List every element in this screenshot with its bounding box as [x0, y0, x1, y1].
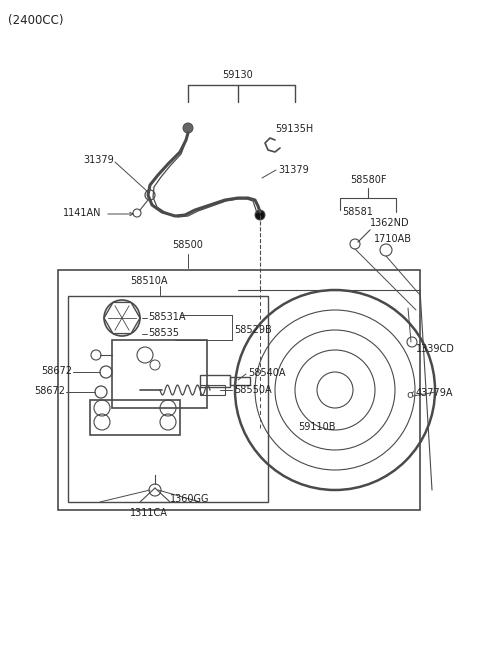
Bar [200, 375, 230, 387]
Text: 1311CA: 1311CA [130, 508, 168, 518]
Bar [112, 340, 207, 408]
Text: 31379: 31379 [83, 155, 114, 165]
Circle shape [183, 123, 193, 133]
Text: 58510A: 58510A [130, 276, 168, 286]
Text: 58531A: 58531A [148, 312, 185, 322]
Bar [58, 270, 420, 510]
Text: (2400CC): (2400CC) [8, 14, 63, 27]
Text: 59135H: 59135H [275, 124, 313, 134]
Text: 58529B: 58529B [234, 325, 272, 335]
Text: ơ: ơ [407, 390, 413, 400]
Text: 1141AN: 1141AN [63, 208, 101, 218]
Text: 1339CD: 1339CD [416, 344, 455, 354]
Text: 58672: 58672 [41, 366, 72, 376]
Text: 58580F: 58580F [350, 175, 386, 185]
Text: 31379: 31379 [278, 165, 309, 175]
Bar [230, 377, 250, 385]
Bar [90, 400, 180, 435]
Circle shape [255, 210, 265, 220]
Text: 43779A: 43779A [416, 388, 454, 398]
Text: 58581: 58581 [342, 207, 373, 217]
Bar [68, 296, 268, 502]
Text: 58535: 58535 [148, 328, 179, 338]
Text: 1360GG: 1360GG [170, 494, 209, 504]
Text: 1362ND: 1362ND [370, 218, 409, 228]
Bar [200, 385, 225, 395]
Text: 58500: 58500 [173, 240, 204, 250]
Text: 59130: 59130 [223, 70, 253, 80]
Text: 1710AB: 1710AB [374, 234, 412, 244]
Text: 58550A: 58550A [234, 385, 272, 395]
Text: 58540A: 58540A [248, 368, 286, 378]
Text: 59110B: 59110B [298, 422, 336, 432]
Text: 58672: 58672 [34, 386, 65, 396]
